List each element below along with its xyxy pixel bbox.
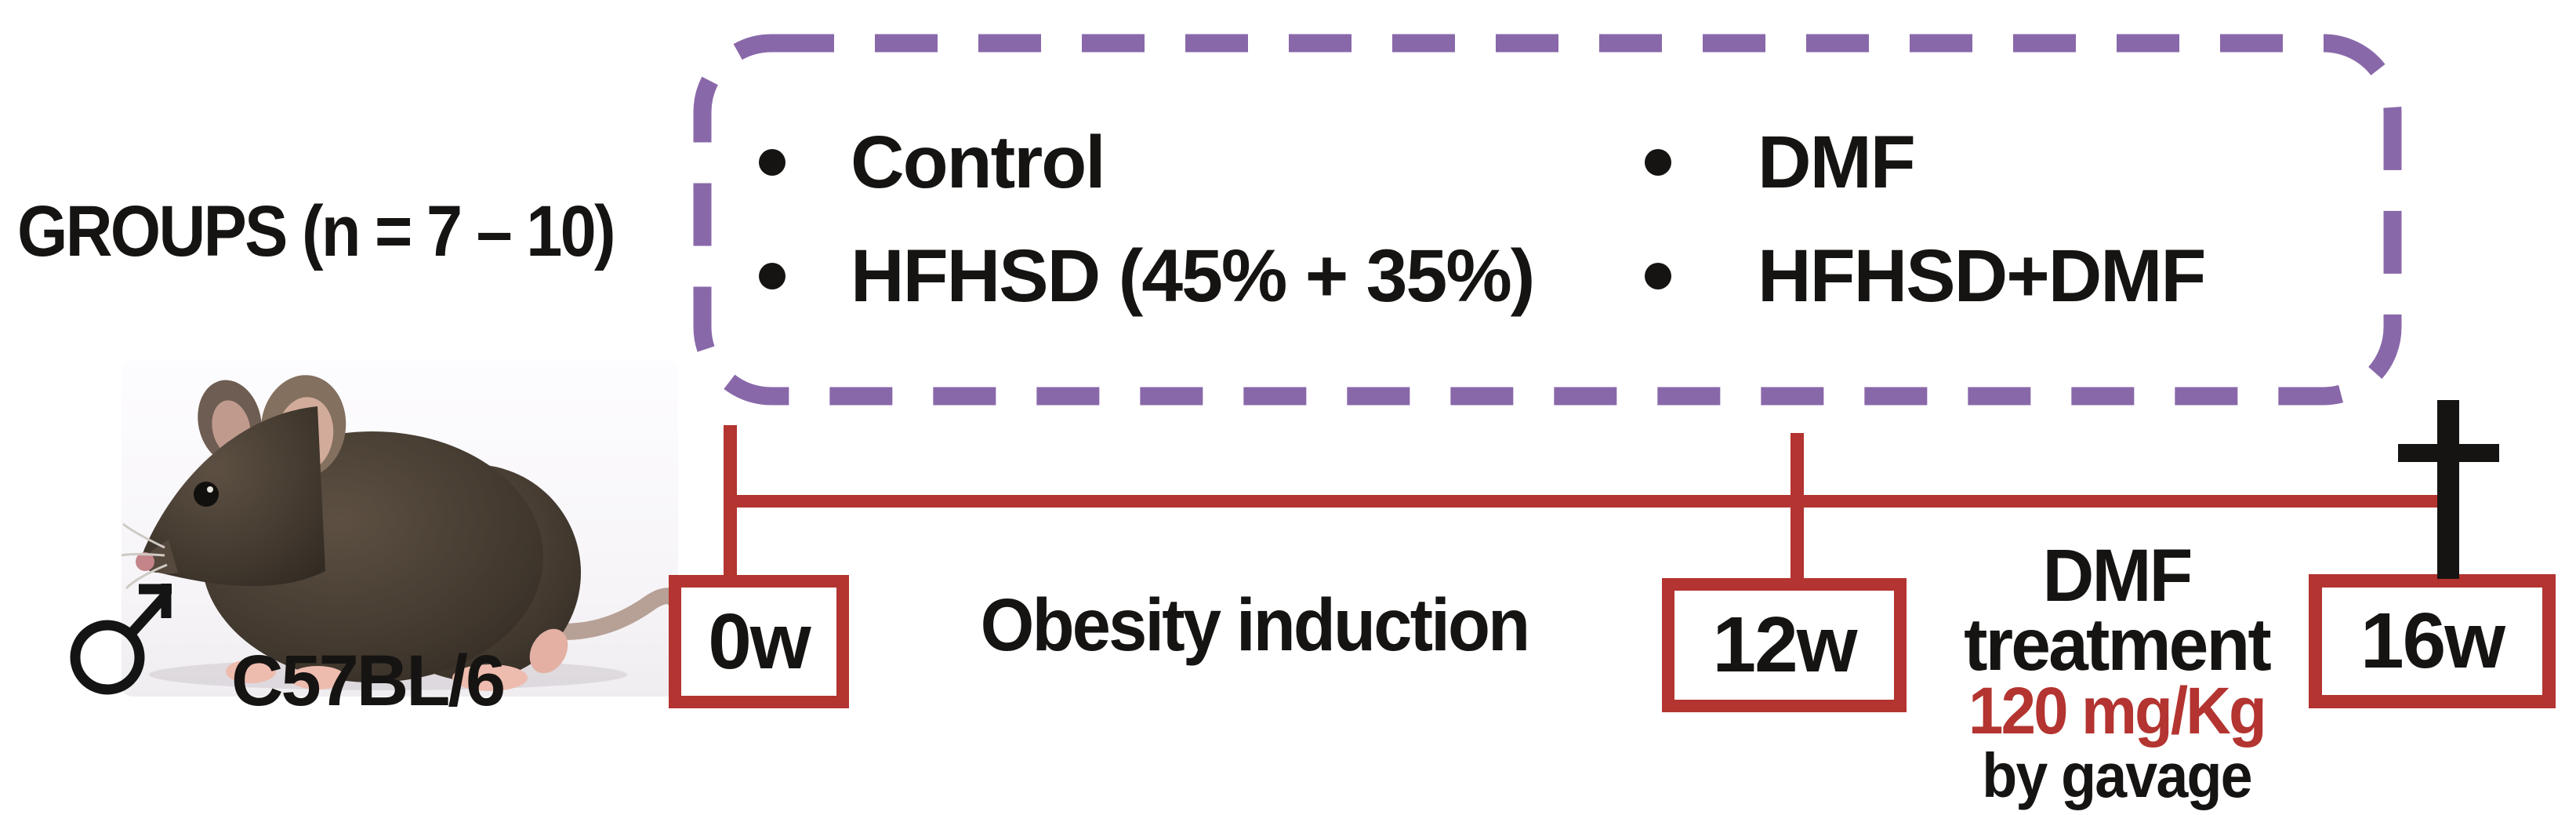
strain-label: C57BL/6 <box>231 641 506 721</box>
mouse-whiskers <box>121 522 168 590</box>
bullet-icon <box>759 263 785 289</box>
groups-dashed-box <box>693 34 2402 406</box>
group-item-hfhsd-dmf: HFHSD+DMF <box>1645 233 2206 319</box>
timepoint-box-12w: 12w <box>1662 578 1907 712</box>
bullet-icon <box>1645 149 1671 176</box>
group-item-label: HFHSD (45% + 35%) <box>851 235 1535 318</box>
group-item-control: Control <box>759 119 1106 206</box>
bullet-icon <box>759 149 785 176</box>
timeline-tick-0w <box>724 425 737 575</box>
sacrifice-cross-icon <box>2437 400 2459 579</box>
phase-dmf-treatment-label: DMF treatment <box>1921 534 2312 686</box>
mouse-eye <box>194 482 219 507</box>
bullet-icon <box>1645 263 1671 289</box>
timepoint-box-0w: 0w <box>669 575 849 708</box>
timepoint-label: 0w <box>708 597 811 686</box>
route-label: by gavage <box>1982 740 2252 810</box>
treatment-line2: treatment <box>1964 603 2272 686</box>
sacrifice-cross-icon <box>2398 444 2499 462</box>
treatment-line1: DMF <box>2042 534 2193 617</box>
phase-obesity-induction-label: Obesity induction <box>980 584 1530 667</box>
timeline-line <box>731 495 2447 508</box>
mouse-photo <box>121 359 683 697</box>
dose-label: 120 mg/Kg <box>1968 674 2267 748</box>
groups-title: GROUPS (n = 7 – 10) <box>17 191 616 271</box>
group-item-hfhsd: HFHSD (45% + 35%) <box>759 233 1535 319</box>
timepoint-label: 12w <box>1712 601 1857 689</box>
group-item-label: DMF <box>1758 121 1916 204</box>
male-symbol-icon <box>70 584 172 695</box>
mouse-nose <box>136 552 154 571</box>
group-item-dmf: DMF <box>1645 119 1916 206</box>
group-item-label: Control <box>851 121 1106 204</box>
timepoint-label: 16w <box>2360 597 2505 685</box>
group-item-label: HFHSD+DMF <box>1758 235 2206 318</box>
timeline-tick-12w <box>1791 433 1804 578</box>
timepoint-box-16w: 16w <box>2309 574 2556 708</box>
